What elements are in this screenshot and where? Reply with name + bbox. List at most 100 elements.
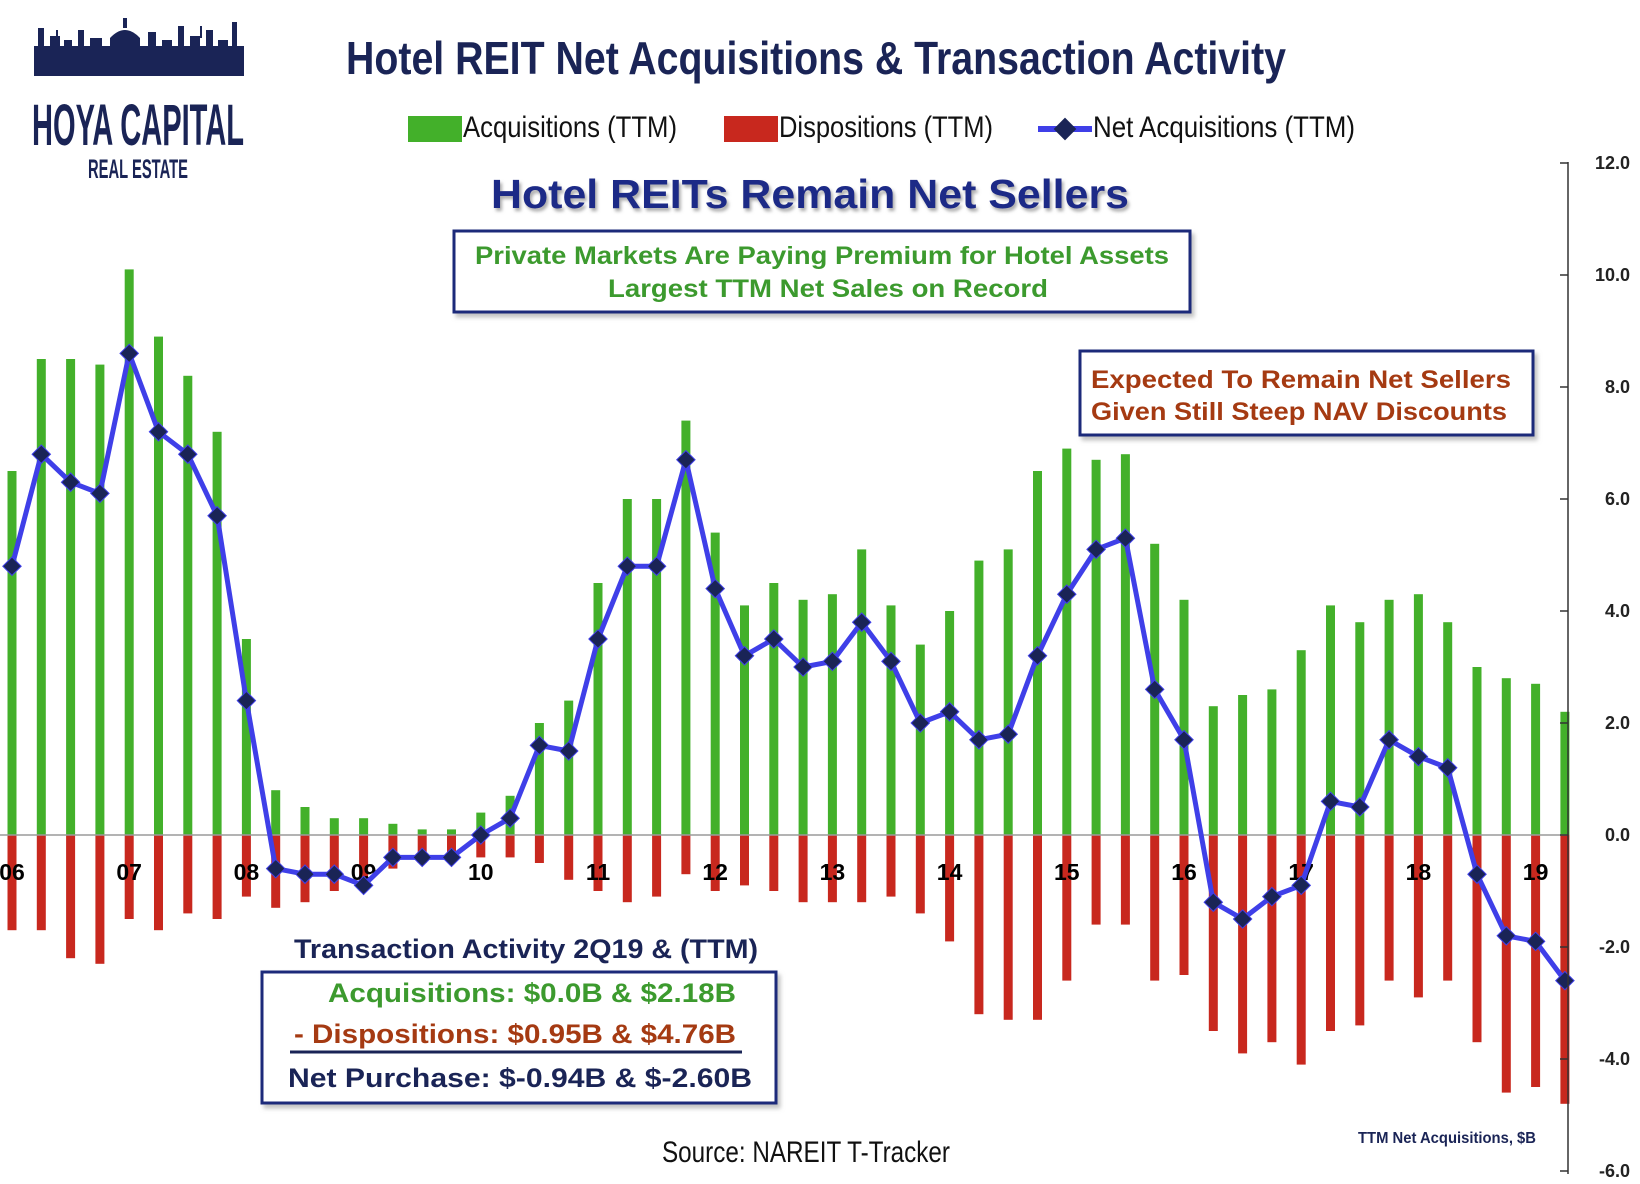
disposition-bar bbox=[1413, 835, 1423, 998]
acquisition-bar bbox=[1296, 650, 1306, 835]
disposition-bar bbox=[857, 835, 867, 903]
disposition-bar bbox=[915, 835, 925, 914]
net-acquisitions-point bbox=[1056, 584, 1077, 605]
net-acquisitions-point bbox=[441, 847, 462, 868]
y-tick-label: 0.0 bbox=[1605, 825, 1630, 845]
net-acquisitions-point bbox=[207, 505, 227, 526]
net-acquisitions-point bbox=[236, 690, 257, 711]
annotation-line-2: Largest TTM Net Sales on Record bbox=[608, 275, 1048, 303]
disposition-bar bbox=[241, 835, 251, 897]
net-acquisitions-point bbox=[969, 729, 989, 750]
legend-swatch-dispositions bbox=[724, 116, 778, 142]
y-tick-label: 4.0 bbox=[1605, 601, 1630, 621]
net-acquisitions-point bbox=[90, 483, 110, 504]
acquisition-bar bbox=[1531, 683, 1541, 835]
x-tick-label: 07 bbox=[116, 859, 142, 885]
net-acquisitions-point bbox=[1291, 875, 1312, 896]
acquisition-bar bbox=[652, 499, 662, 835]
acquisition-bar bbox=[1443, 622, 1453, 835]
acquisition-bar bbox=[534, 723, 544, 835]
y-tick-label: -6.0 bbox=[1599, 1161, 1630, 1181]
disposition-bar bbox=[1355, 835, 1365, 1026]
transaction-summary: Transaction Activity 2Q19 & (TTM) Acquis… bbox=[260, 934, 778, 1105]
acquisition-bar bbox=[212, 431, 222, 835]
x-tick-label: 13 bbox=[820, 859, 846, 885]
acquisition-bar bbox=[95, 364, 105, 835]
x-tick-label: 19 bbox=[1523, 859, 1549, 885]
acquisition-bar bbox=[447, 829, 456, 835]
acquisition-bar bbox=[124, 269, 134, 835]
legend-label-acquisitions: Acquisitions (TTM) bbox=[463, 111, 677, 144]
x-tick-label: 08 bbox=[234, 859, 260, 885]
acquisition-bar bbox=[827, 594, 837, 835]
acquisition-bar bbox=[1560, 711, 1570, 835]
disposition-bar bbox=[1120, 835, 1130, 925]
acquisition-bar bbox=[1384, 599, 1394, 835]
acquisition-bar bbox=[798, 599, 808, 835]
acquisition-bar bbox=[622, 499, 632, 835]
disposition-bar bbox=[154, 835, 163, 931]
legend: Acquisitions (TTM) Dispositions (TTM) Ne… bbox=[408, 111, 1355, 144]
disposition-bar bbox=[945, 835, 955, 942]
disposition-bar bbox=[1267, 835, 1277, 1043]
disposition-bar bbox=[212, 835, 222, 919]
acquisition-bar bbox=[1355, 622, 1365, 835]
disposition-bar bbox=[1326, 835, 1335, 1031]
net-acquisitions-point bbox=[1174, 729, 1194, 750]
logo-sub: REAL ESTATE bbox=[88, 154, 188, 184]
annotation-line-2: Given Still Steep NAV Discounts bbox=[1091, 398, 1507, 426]
net-acquisitions-point bbox=[529, 735, 550, 756]
skyline-icon bbox=[34, 18, 244, 76]
acquisition-bar bbox=[740, 605, 749, 835]
net-acquisitions-point bbox=[1555, 970, 1575, 991]
summary-net: Net Purchase: $-0.94B & $-2.60B bbox=[288, 1063, 752, 1093]
net-acquisitions-point bbox=[295, 864, 315, 885]
net-acquisitions-point bbox=[1262, 886, 1282, 907]
acquisition-bar bbox=[1238, 695, 1248, 835]
net-acquisitions-point bbox=[1027, 645, 1048, 666]
legend-marker-net bbox=[1053, 117, 1077, 141]
summary-dispositions: - Dispositions: $0.95B & $4.76B bbox=[294, 1019, 736, 1049]
y-tick-label: -2.0 bbox=[1599, 937, 1630, 957]
net-acquisitions-point bbox=[1232, 909, 1253, 929]
net-acquisitions-point bbox=[2, 556, 22, 577]
net-acquisitions-point bbox=[734, 645, 755, 666]
disposition-bar bbox=[798, 835, 808, 903]
net-acquisitions-point bbox=[646, 556, 667, 577]
x-tick-label: 12 bbox=[702, 859, 728, 885]
x-tick-label: 10 bbox=[468, 859, 494, 885]
y-tick-label: 10.0 bbox=[1595, 265, 1630, 285]
disposition-bar bbox=[1091, 835, 1101, 925]
net-acquisitions-point bbox=[383, 847, 403, 868]
acquisition-bar bbox=[271, 790, 281, 835]
disposition-bar bbox=[1062, 835, 1072, 981]
net-acquisitions-point bbox=[939, 701, 960, 722]
acquisition-bar bbox=[1413, 594, 1423, 835]
net-acquisitions-point bbox=[119, 343, 140, 364]
acquisition-bar bbox=[710, 532, 720, 835]
logo: HOYA CAPITAL REAL ESTATE bbox=[32, 18, 244, 184]
acquisition-bar bbox=[359, 818, 369, 835]
disposition-bar bbox=[534, 835, 544, 863]
acquisition-bar bbox=[476, 812, 486, 835]
net-acquisitions-point bbox=[851, 612, 872, 633]
net-acquisitions-point bbox=[1408, 746, 1429, 767]
y-axis-unit-label: TTM Net Acquisitions, $B bbox=[1358, 1130, 1536, 1147]
summary-acquisitions: Acquisitions: $0.0B & $2.18B bbox=[328, 978, 736, 1008]
net-acquisitions-point bbox=[31, 444, 52, 465]
disposition-bar bbox=[681, 835, 691, 875]
legend-swatch-acquisitions bbox=[408, 116, 462, 142]
acquisition-bar bbox=[1208, 706, 1218, 835]
net-acquisitions-point bbox=[1437, 757, 1458, 778]
net-acquisitions-point bbox=[1467, 864, 1487, 885]
disposition-bar bbox=[7, 835, 17, 931]
disposition-bar bbox=[1033, 835, 1042, 1020]
acquisition-bar bbox=[1326, 605, 1335, 835]
net-acquisitions-point bbox=[1525, 931, 1546, 952]
disposition-bar bbox=[710, 835, 720, 891]
net-acquisitions-point bbox=[500, 808, 520, 829]
disposition-bar bbox=[740, 835, 749, 886]
acquisition-bar bbox=[769, 583, 779, 835]
net-acquisitions-point bbox=[60, 472, 81, 493]
net-acquisitions-point bbox=[1144, 679, 1165, 700]
